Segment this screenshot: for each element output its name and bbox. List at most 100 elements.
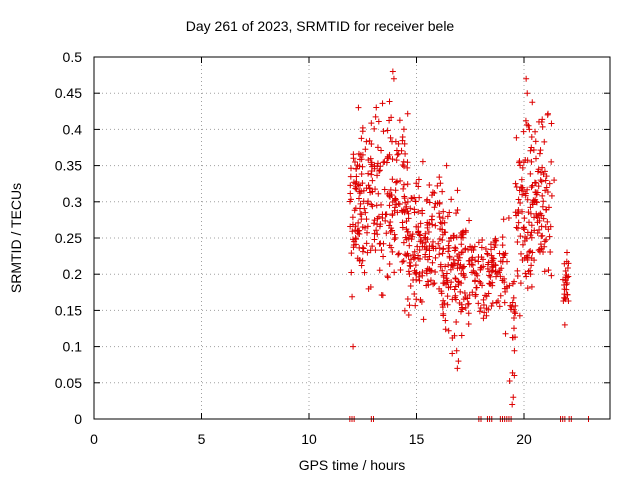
data-point (533, 199, 540, 206)
data-point (492, 241, 499, 248)
data-point (541, 168, 548, 175)
x-tick-label: 0 (90, 431, 98, 447)
data-point (405, 312, 412, 319)
data-point (516, 312, 523, 319)
data-point (462, 304, 469, 311)
data-point (537, 147, 544, 154)
data-point (386, 117, 393, 124)
data-point (375, 118, 382, 125)
data-point (528, 283, 535, 290)
data-point (434, 200, 441, 207)
data-point (354, 162, 361, 169)
data-point (565, 298, 572, 305)
data-point (442, 263, 449, 270)
data-point (389, 176, 396, 183)
data-point (561, 260, 568, 267)
data-point (459, 264, 466, 271)
data-point (475, 300, 482, 307)
data-point (535, 183, 542, 190)
y-tick-label: 0.45 (55, 85, 82, 101)
data-point (401, 193, 408, 200)
data-point (402, 150, 409, 157)
data-point (527, 271, 534, 278)
data-point (523, 75, 530, 82)
data-point (465, 310, 472, 317)
data-point (537, 177, 544, 184)
data-point (361, 269, 368, 276)
data-point (522, 270, 529, 277)
data-point (456, 254, 463, 261)
data-point (439, 237, 446, 244)
data-point (519, 241, 526, 248)
data-point (482, 292, 489, 299)
data-point (389, 138, 396, 145)
data-point (379, 211, 386, 218)
data-point (527, 267, 534, 274)
data-point (454, 265, 461, 272)
data-point (500, 216, 507, 223)
data-point (353, 173, 360, 180)
data-point (355, 104, 362, 111)
y-tick-label: 0.3 (63, 194, 83, 210)
data-point (354, 228, 361, 235)
data-point (457, 308, 464, 315)
data-point (515, 210, 522, 217)
data-point (499, 242, 506, 249)
data-point (394, 178, 401, 185)
data-point (548, 120, 555, 127)
data-point (465, 300, 472, 307)
data-point (413, 269, 420, 276)
data-point (455, 279, 462, 286)
data-point (446, 238, 453, 245)
data-point (468, 261, 475, 268)
data-point (427, 267, 434, 274)
data-point (475, 254, 482, 261)
data-point (561, 294, 568, 301)
data-point (524, 186, 531, 193)
data-point (477, 266, 484, 273)
data-point (428, 192, 435, 199)
data-point (524, 90, 531, 97)
data-point (386, 242, 393, 249)
data-point (411, 194, 418, 201)
data-point (472, 291, 479, 298)
data-point (396, 201, 403, 208)
data-point (385, 155, 392, 162)
data-point (369, 243, 376, 250)
data-point (375, 190, 382, 197)
data-point (356, 195, 363, 202)
data-point (347, 173, 354, 180)
data-point (564, 279, 571, 286)
data-point (410, 252, 417, 259)
data-point (502, 330, 509, 337)
data-point (350, 343, 357, 350)
data-point (363, 138, 370, 145)
data-point (548, 158, 555, 165)
data-point (532, 180, 539, 187)
data-point (484, 250, 491, 257)
data-point (363, 216, 370, 223)
data-point (521, 226, 528, 233)
data-point (448, 196, 455, 203)
data-point (457, 288, 464, 295)
data-point (386, 151, 393, 158)
data-point (371, 230, 378, 237)
data-point (384, 274, 391, 281)
data-point (424, 224, 431, 231)
data-point (517, 199, 524, 206)
data-point (532, 189, 539, 196)
data-point (443, 162, 450, 169)
data-point (422, 239, 429, 246)
data-point (404, 159, 411, 166)
data-point (398, 147, 405, 154)
data-point (445, 248, 452, 255)
data-point (523, 235, 530, 242)
data-point (454, 207, 461, 214)
data-point (378, 247, 385, 254)
data-point (386, 202, 393, 209)
data-point (520, 159, 527, 166)
data-point (382, 217, 389, 224)
data-point (392, 234, 399, 241)
data-point (391, 231, 398, 238)
data-point (488, 269, 495, 276)
